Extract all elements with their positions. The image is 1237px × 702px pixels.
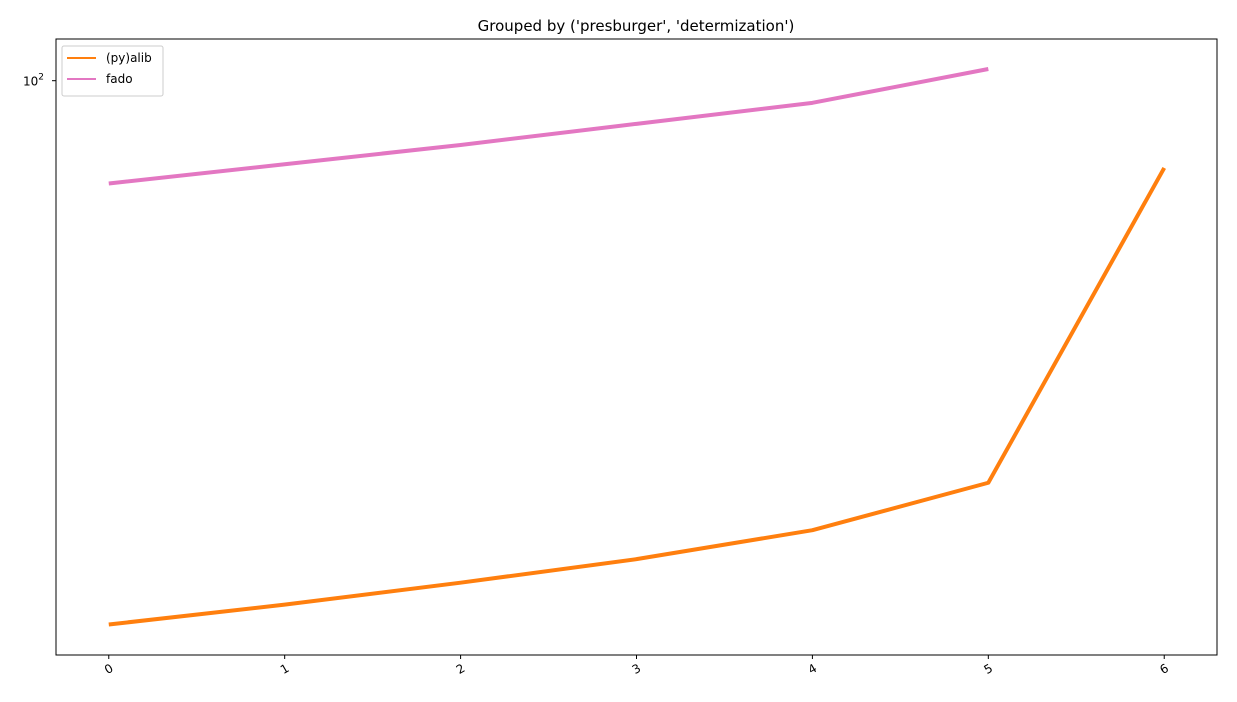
plot-frame bbox=[55, 38, 1218, 656]
legend: (py)alib fado bbox=[61, 45, 164, 97]
x-tick-label-0: 0 bbox=[102, 661, 116, 677]
x-tick-label-1: 1 bbox=[278, 661, 292, 677]
x-tick-label-5: 5 bbox=[982, 661, 996, 677]
legend-label-0: (py)alib bbox=[106, 51, 152, 65]
legend-label-1: fado bbox=[106, 72, 133, 86]
x-tick-label-4: 4 bbox=[806, 661, 820, 677]
y-tick-label-0: 102 bbox=[23, 73, 44, 89]
x-tick-label-2: 2 bbox=[454, 661, 468, 677]
chart-title: Grouped by ('presburger', 'determization… bbox=[478, 17, 795, 35]
series-line-0 bbox=[108, 166, 1166, 627]
x-tick-label-6: 6 bbox=[1157, 661, 1171, 677]
series-line-1 bbox=[108, 67, 989, 186]
x-axis: 0 1 2 3 4 5 6 bbox=[102, 655, 1171, 677]
plot-area bbox=[108, 67, 1166, 627]
x-tick-label-3: 3 bbox=[630, 661, 644, 677]
y-axis: 102 bbox=[23, 73, 56, 89]
